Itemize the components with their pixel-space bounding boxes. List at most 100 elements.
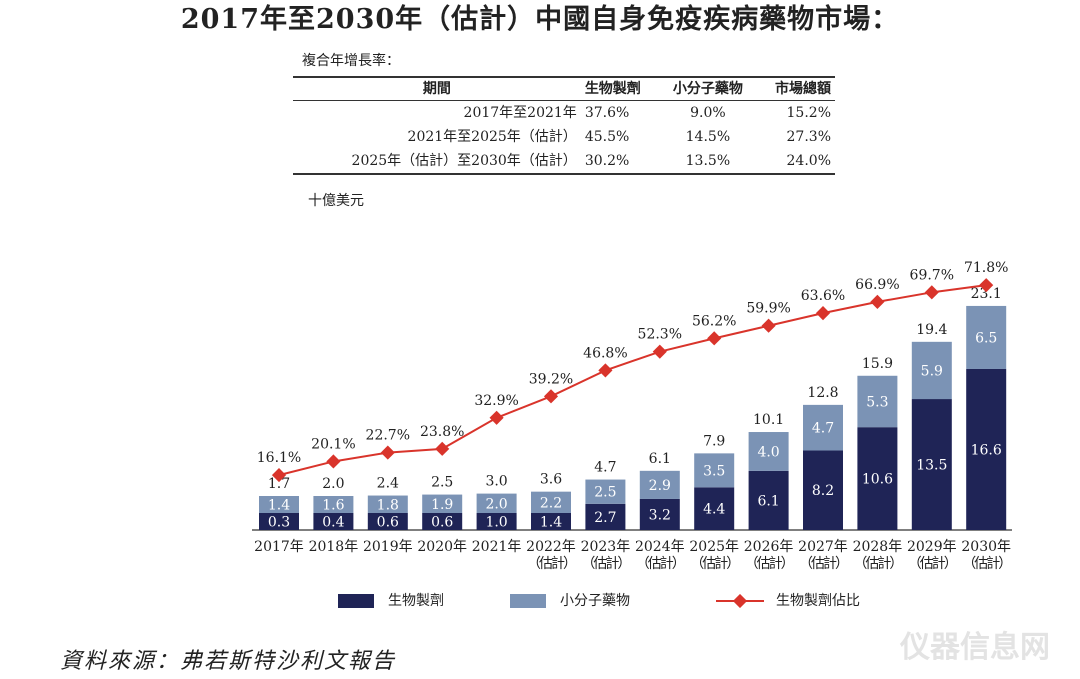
x-tick-label: 2029年	[907, 539, 957, 555]
table-cell: 30.2%	[584, 153, 630, 169]
table-cell: 45.5%	[584, 129, 630, 145]
bar-label-biologics: 0.3	[268, 515, 290, 531]
bar-small-molecule	[803, 404, 843, 451]
bar-small-molecule	[639, 470, 680, 499]
cagr-label: 複合年增長率：	[302, 53, 400, 69]
x-tick-label: （估計）	[745, 556, 793, 572]
bar-total-label: 19.4	[916, 322, 947, 338]
share-label: 16.1%	[257, 450, 301, 466]
share-marker	[707, 331, 722, 346]
bar-total-label: 15.9	[862, 356, 893, 372]
bar-label-small-molecule: 4.0	[757, 444, 779, 460]
bar-total-label: 3.6	[540, 472, 562, 488]
share-label: 23.8%	[420, 424, 464, 440]
bar-label-small-molecule: 1.9	[431, 497, 453, 513]
share-marker	[924, 285, 939, 300]
table-cell: 24.0%	[786, 153, 831, 169]
x-tick-label: 2026年	[744, 539, 794, 555]
source-note: 資料來源：弗若斯特沙利文報告	[60, 649, 397, 674]
x-tick-label: 2030年	[961, 539, 1011, 555]
bar-total-label: 4.7	[594, 460, 616, 476]
table-cell: 37.6%	[584, 105, 630, 121]
x-tick-label: （估計）	[799, 556, 847, 572]
bar-label-biologics: 10.6	[862, 472, 893, 488]
bar-biologics	[857, 427, 898, 530]
table-row: 2017年至2021年 37.6% 9.0% 15.2%	[293, 101, 835, 126]
col-small-molecule: 小分子藥物	[659, 77, 756, 101]
legend-small-molecule: 小分子藥物	[510, 592, 630, 610]
bar-label-biologics: 1.0	[485, 515, 507, 531]
bar-small-molecule	[748, 432, 789, 471]
bar-total-label: 2.5	[431, 475, 453, 491]
share-label: 39.2%	[529, 371, 573, 387]
col-biologics: 生物製劑	[580, 77, 660, 101]
table-row: 2021年至2025年（估計） 45.5% 14.5% 27.3%	[293, 125, 835, 149]
bar-label-small-molecule: 2.0	[485, 496, 507, 512]
bar-label-biologics: 8.2	[812, 483, 834, 499]
x-tick-label: 2027年	[798, 539, 848, 555]
bar-small-molecule	[911, 341, 952, 400]
share-line	[278, 284, 987, 477]
bar-total-label: 2.0	[322, 476, 344, 492]
table-cell: 2025年（估計）至2030年（估計）	[351, 153, 577, 169]
legend-swatch	[510, 594, 546, 608]
x-tick-label: （估計）	[527, 556, 575, 572]
bar-total-label: 6.1	[649, 451, 671, 467]
x-tick-label: （估計）	[690, 556, 738, 572]
bar-label-small-molecule: 2.5	[594, 485, 616, 501]
bar-small-molecule	[857, 375, 898, 428]
bar-label-biologics: 1.4	[540, 515, 562, 531]
unit-label: 十億美元	[308, 193, 364, 209]
x-tick-label: 2024年	[635, 539, 685, 555]
bar-label-biologics: 13.5	[916, 458, 947, 474]
share-marker	[979, 278, 994, 293]
bar-biologics	[476, 513, 517, 530]
share-label: 56.2%	[692, 313, 736, 329]
bar-small-molecule	[313, 496, 354, 513]
table-cell: 15.2%	[786, 105, 831, 121]
bar-total-label: 23.1	[971, 286, 1002, 302]
legend-label: 小分子藥物	[560, 593, 630, 609]
x-tick-label: （估計）	[581, 556, 629, 572]
cagr-table: 期間 生物製劑 小分子藥物 市場總額 2017年至2021年 37.6% 9.0% 1…	[293, 76, 835, 175]
bar-label-biologics: 0.6	[431, 515, 453, 531]
legend-label: 生物製劑佔比	[776, 593, 860, 609]
bar-label-biologics: 4.4	[703, 502, 725, 518]
share-label: 69.7%	[910, 267, 954, 283]
table-cell: 2017年至2021年	[463, 105, 577, 121]
bar-total-label: 7.9	[703, 433, 725, 449]
bar-biologics	[259, 513, 299, 530]
share-marker	[271, 468, 287, 483]
share-label: 20.1%	[311, 436, 355, 452]
col-period: 期間	[293, 77, 581, 101]
share-label: 59.9%	[746, 301, 790, 317]
bar-label-small-molecule: 5.3	[866, 394, 888, 410]
bar-label-biologics: 0.4	[322, 515, 344, 531]
bar-biologics	[422, 513, 463, 530]
x-tick-label: （估計）	[908, 556, 956, 572]
bar-small-molecule	[476, 493, 517, 513]
bar-label-small-molecule: 2.9	[649, 478, 671, 494]
watermark-logo: 仪器信息网	[900, 630, 1050, 665]
legend-swatch	[338, 594, 374, 608]
share-marker	[870, 294, 885, 309]
x-tick-label: 2022年	[526, 539, 576, 555]
bar-label-small-molecule: 1.8	[377, 497, 399, 513]
x-tick-label: 2018年	[309, 539, 359, 555]
bar-biologics	[313, 513, 354, 530]
share-marker	[435, 441, 450, 456]
share-label: 22.7%	[366, 428, 410, 444]
x-tick-label: 2028年	[853, 539, 903, 555]
bar-biologics	[748, 470, 789, 530]
share-label: 32.9%	[474, 393, 518, 409]
bar-total-label: 1.7	[268, 476, 290, 492]
table-cell: 2021年至2025年（估計）	[407, 129, 577, 145]
table-row: 2025年（估計）至2030年（估計） 30.2% 13.5% 24.0%	[293, 149, 835, 174]
bar-biologics	[803, 450, 843, 530]
bar-label-small-molecule: 1.4	[268, 498, 290, 514]
x-tick-label: （估計）	[636, 556, 684, 572]
share-marker	[652, 344, 667, 359]
table-cell: 9.0%	[690, 105, 726, 121]
